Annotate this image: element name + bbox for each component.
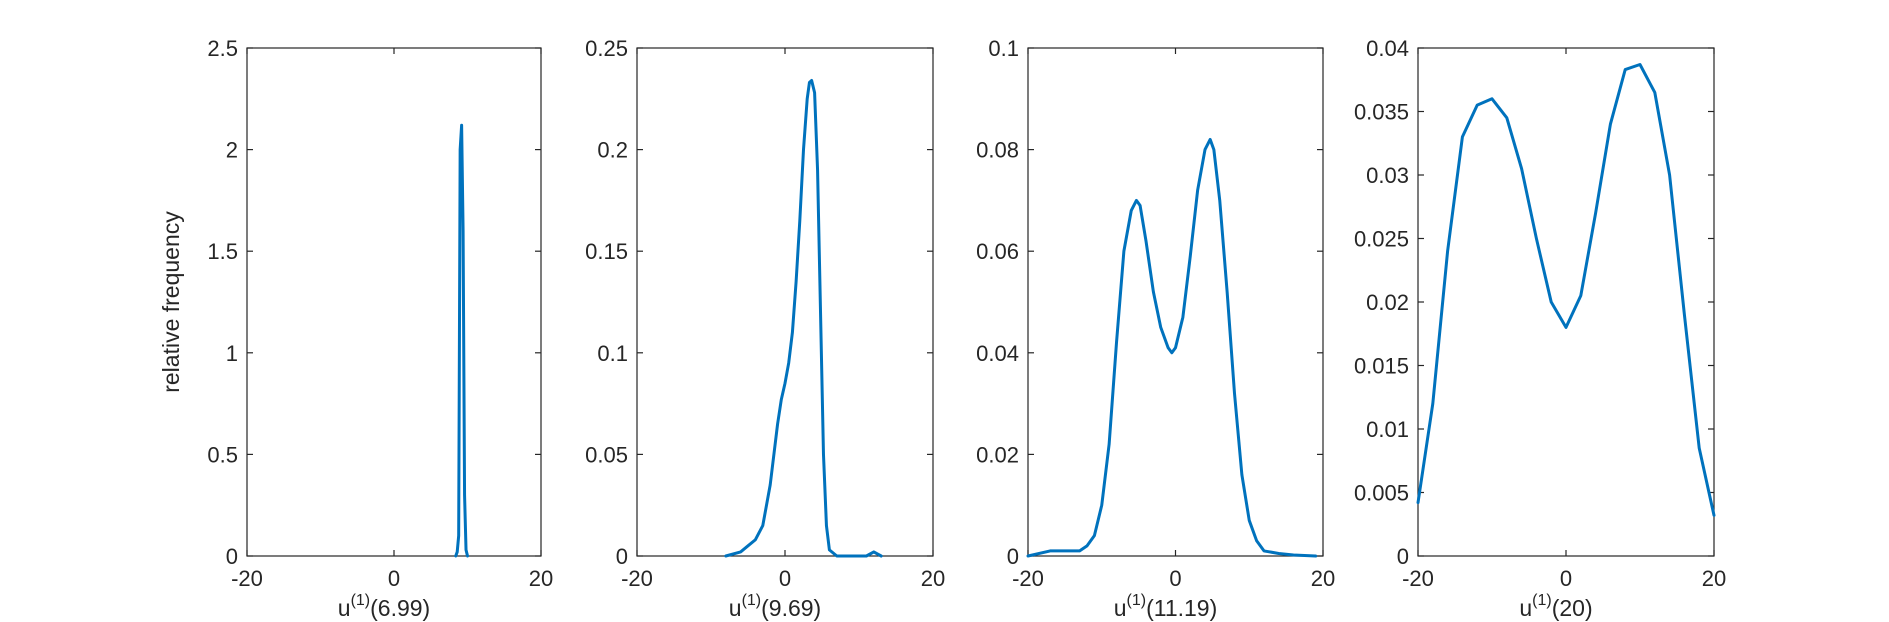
x-tick-label: 20 — [1702, 566, 1726, 591]
density-series-line — [454, 123, 469, 558]
x-axis-label-superscript: (1) — [1127, 592, 1147, 609]
x-tick-label: 0 — [388, 566, 400, 591]
x-axis-label-argument: (9.69) — [761, 595, 821, 621]
y-tick-label: 0.1 — [597, 341, 628, 366]
y-tick-label: 0.04 — [976, 341, 1019, 366]
x-tick-label: -20 — [1012, 566, 1044, 591]
y-tick-label: 2 — [226, 138, 238, 163]
x-axis-label-base: u — [338, 595, 351, 621]
x-tick-label: 20 — [529, 566, 553, 591]
y-tick-label: 0 — [616, 544, 628, 569]
y-tick-label: 0.025 — [1354, 227, 1409, 252]
x-axis-label: u(1)(11.19) — [1114, 592, 1218, 621]
x-axis-label: u(1)(6.99) — [338, 592, 430, 621]
y-tick-label: 0.15 — [585, 239, 628, 264]
density-series-line — [1026, 137, 1318, 558]
x-axis-label: u(1)(9.69) — [729, 592, 821, 621]
x-axis-label-superscript: (1) — [1532, 592, 1552, 609]
y-tick-label: 0.1 — [988, 36, 1019, 61]
y-tick-label: 0.02 — [1366, 290, 1409, 315]
x-axis-label-superscript: (1) — [742, 592, 762, 609]
y-tick-label: 0.02 — [976, 442, 1019, 467]
y-tick-label: 0.08 — [976, 138, 1019, 163]
y-axis-label: relative frequency — [158, 211, 184, 393]
y-tick-label: 0 — [1397, 544, 1409, 569]
y-tick-label: 0 — [226, 544, 238, 569]
x-axis-label: u(1)(20) — [1519, 592, 1592, 621]
x-axis-label-base: u — [1519, 595, 1532, 621]
x-axis-label-argument: (11.19) — [1146, 595, 1217, 621]
x-axis-label-base: u — [729, 595, 742, 621]
density-series-line — [724, 79, 883, 558]
y-tick-label: 0.035 — [1354, 100, 1409, 125]
y-tick-label: 0.03 — [1366, 163, 1409, 188]
x-tick-label: 20 — [921, 566, 945, 591]
y-tick-label: 0.05 — [585, 442, 628, 467]
y-tick-label: 1 — [226, 341, 238, 366]
x-axis-label-superscript: (1) — [351, 592, 371, 609]
x-tick-label: -20 — [1402, 566, 1434, 591]
y-tick-label: 0.04 — [1366, 36, 1409, 61]
y-tick-label: 0.015 — [1354, 354, 1409, 379]
y-tick-label: 0.25 — [585, 36, 628, 61]
density-series-line — [1416, 63, 1716, 517]
subplot-4: -20 0 2000.0050.010.0150.020.0250.030.0350… — [1354, 36, 1726, 621]
x-tick-label: -20 — [621, 566, 653, 591]
x-tick-label: 0 — [1560, 566, 1572, 591]
x-axis-label-base: u — [1114, 595, 1127, 621]
y-tick-label: 1.5 — [207, 239, 238, 264]
y-tick-label: 0.005 — [1354, 481, 1409, 506]
x-tick-label: -20 — [231, 566, 263, 591]
y-tick-label: 0 — [1007, 544, 1019, 569]
x-tick-label: 0 — [779, 566, 791, 591]
y-tick-label: 0.2 — [597, 138, 628, 163]
y-tick-label: 2.5 — [207, 36, 238, 61]
y-tick-label: 0.01 — [1366, 417, 1409, 442]
y-tick-label: 0.06 — [976, 239, 1019, 264]
x-tick-label: 0 — [1169, 566, 1181, 591]
y-tick-label: 0.5 — [207, 442, 238, 467]
x-axis-label-argument: (6.99) — [370, 595, 430, 621]
x-axis-label-argument: (20) — [1552, 595, 1593, 621]
x-tick-label: 20 — [1311, 566, 1335, 591]
